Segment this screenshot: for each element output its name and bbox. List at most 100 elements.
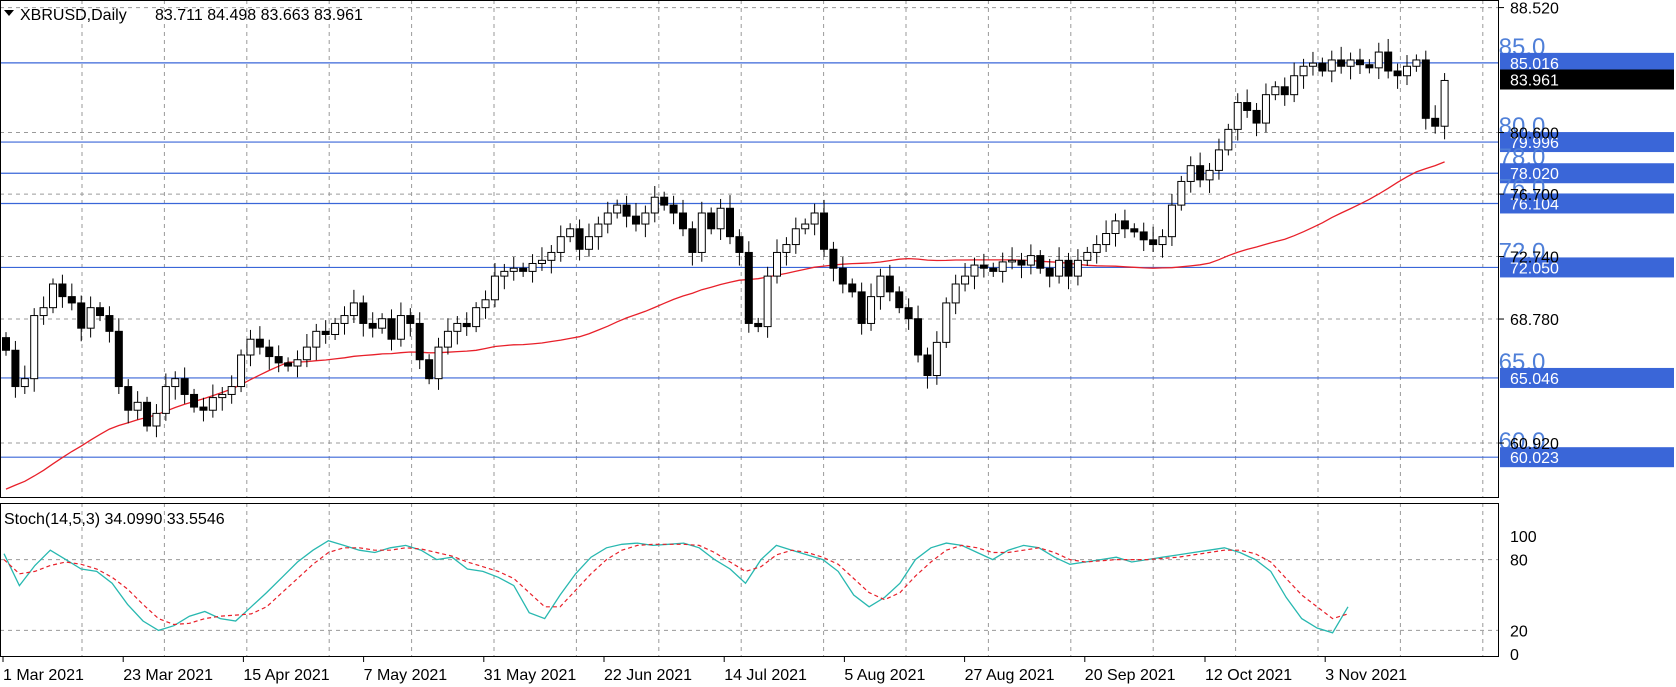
price-panel-frame — [0, 0, 1499, 498]
bull-candle — [1205, 169, 1214, 181]
level-tag: 60.023 — [1510, 450, 1559, 467]
stoch-d-line — [3, 543, 1349, 626]
bull-candle — [453, 322, 462, 332]
bull-candle — [594, 223, 603, 238]
bull-candle — [1092, 244, 1101, 253]
time-label: 7 May 2021 — [364, 667, 448, 684]
bull-candle — [171, 378, 180, 388]
level-tag: 72.050 — [1510, 260, 1559, 277]
support-resistance-levels: 85,085.01680,079.99678,078.02076,076.104… — [0, 34, 1674, 468]
bull-candle — [942, 302, 951, 343]
level-tag: 85.016 — [1510, 56, 1559, 73]
bear-candle — [1130, 228, 1139, 233]
bull-candle — [39, 307, 48, 317]
bear-candle — [1355, 59, 1364, 66]
bear-candle — [11, 349, 20, 388]
bull-candle — [547, 251, 556, 261]
bull-candle — [1308, 62, 1317, 67]
bear-candle — [1337, 59, 1346, 67]
bear-candle — [1243, 102, 1252, 111]
sma-line — [5, 161, 1445, 490]
bull-candle — [584, 236, 593, 250]
price-tick-label: 76.700 — [1510, 187, 1559, 204]
bull-candle — [1111, 220, 1120, 235]
bear-candle — [622, 204, 631, 217]
bear-candle — [895, 291, 904, 309]
bull-candle — [490, 275, 499, 301]
bull-candle — [650, 196, 659, 214]
bull-candle — [1374, 51, 1383, 69]
bear-candle — [77, 302, 86, 329]
bear-candle — [914, 318, 923, 356]
bull-candle — [763, 275, 772, 328]
bear-candle — [321, 330, 330, 335]
bear-candle — [735, 236, 744, 253]
bull-candle — [951, 283, 960, 304]
time-label: 23 Mar 2021 — [123, 667, 213, 684]
bull-candle — [961, 275, 970, 285]
bear-candle — [105, 315, 114, 332]
bear-candle — [114, 330, 123, 388]
stoch-k-line — [3, 539, 1349, 634]
bull-candle — [509, 267, 518, 272]
bull-candle — [331, 322, 340, 335]
bull-candle — [810, 212, 819, 225]
bear-candle — [885, 275, 894, 293]
bull-candle — [1299, 65, 1308, 77]
price-tick-label: 60.920 — [1510, 436, 1559, 453]
bull-candle — [1102, 233, 1111, 246]
bear-candle — [1384, 51, 1393, 72]
bear-candle — [707, 212, 716, 230]
level-tag-bg — [1500, 447, 1674, 468]
bull-candle — [1008, 259, 1017, 263]
bear-candle — [1318, 62, 1327, 72]
price-tick-label: 88.520 — [1510, 1, 1559, 18]
bear-candle — [669, 204, 678, 214]
bear-candle — [255, 338, 264, 348]
bull-candle — [1346, 59, 1355, 67]
bull-candle — [782, 244, 791, 253]
bear-candle — [857, 291, 866, 324]
bear-candle — [820, 212, 829, 250]
bull-candle — [1026, 255, 1035, 266]
bear-candle — [688, 228, 697, 253]
level-tag-bg — [1500, 257, 1674, 278]
bull-candle — [1158, 236, 1167, 246]
time-label: 3 Nov 2021 — [1325, 667, 1407, 684]
time-label: 1 Mar 2021 — [3, 667, 84, 684]
bear-candle — [143, 401, 152, 427]
bull-candle — [340, 315, 349, 324]
bull-candle — [378, 318, 387, 329]
bear-candle — [265, 346, 274, 358]
bear-candle — [124, 386, 133, 411]
bear-candle — [1149, 239, 1158, 246]
time-label: 22 Jun 2021 — [604, 667, 692, 684]
bull-candle — [697, 212, 706, 253]
level-tag: 65.046 — [1510, 371, 1559, 388]
bull-candle — [237, 354, 246, 388]
price-tick-label: 68.780 — [1510, 312, 1559, 329]
bear-candle — [519, 267, 528, 272]
bear-candle — [406, 315, 415, 324]
symbol-dropdown-icon[interactable] — [4, 10, 14, 16]
bull-candle — [30, 315, 39, 380]
bull-candle — [1440, 79, 1449, 127]
bull-candle — [876, 275, 885, 298]
time-label: 31 May 2021 — [484, 667, 577, 684]
bull-candle — [1271, 86, 1280, 96]
bull-candle — [1412, 59, 1421, 67]
symbol-label: XBRUSD,Daily — [20, 7, 127, 24]
level-tag-bg — [1500, 193, 1674, 214]
stoch-level-label: 100 — [1510, 529, 1537, 546]
bear-candle — [58, 283, 67, 298]
current-price-tag: 83.961 — [1510, 73, 1559, 90]
bear-candle — [274, 356, 283, 364]
stoch-panel-frame — [0, 503, 1499, 657]
bear-candle — [425, 359, 434, 380]
bull-candle — [1177, 180, 1186, 206]
bull-candle — [396, 315, 405, 340]
bull-candle — [1167, 204, 1176, 238]
bull-candle — [218, 393, 227, 399]
